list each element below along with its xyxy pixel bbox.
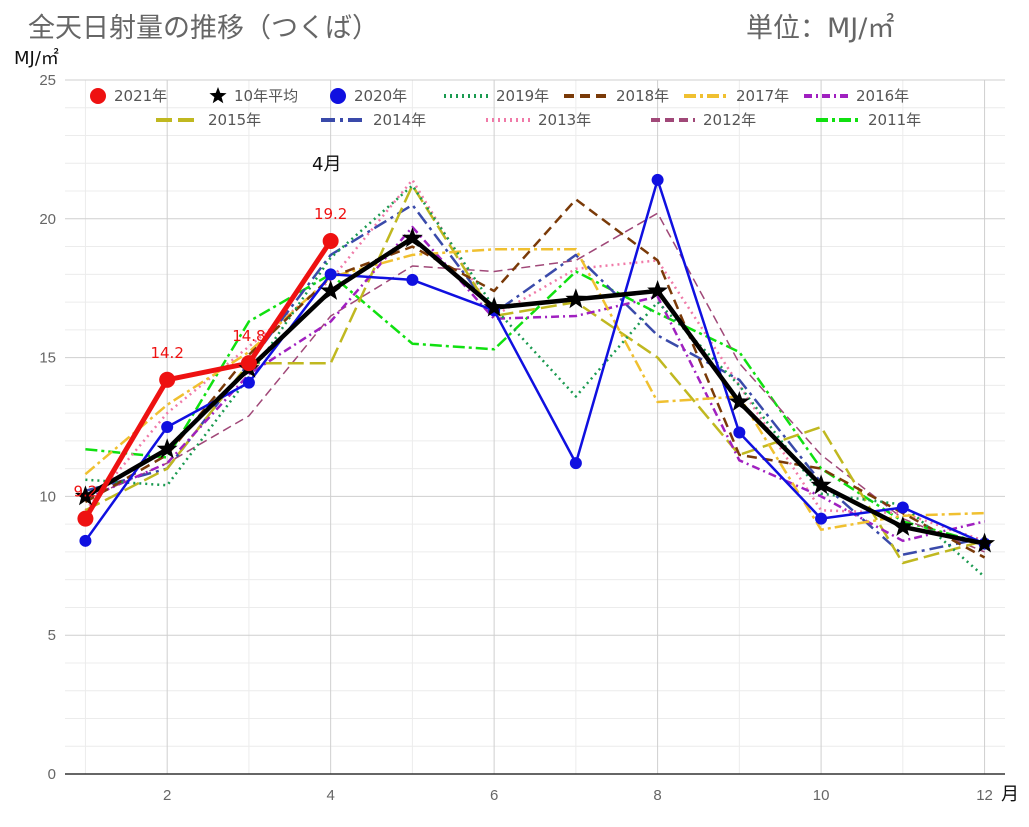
point-2020年-8 bbox=[651, 173, 664, 186]
series-line-2011年 bbox=[85, 270, 985, 545]
series-markers bbox=[74, 173, 996, 553]
legend-label: 2017年 bbox=[736, 87, 789, 105]
legend-label: 2018年 bbox=[616, 87, 669, 105]
point-2020年-2 bbox=[161, 421, 174, 433]
legend-label: 2012年 bbox=[703, 111, 756, 129]
series-line-2016年 bbox=[84, 225, 985, 543]
x-tick-label: 2 bbox=[163, 787, 171, 804]
legend-label: 2015年 bbox=[208, 111, 261, 129]
data-labels: 9.2 14.2 14.8 19.2 bbox=[74, 205, 348, 501]
point-10年平均-6 bbox=[483, 296, 505, 317]
legend-label: 2011年 bbox=[868, 111, 921, 129]
series-line-2013年 bbox=[84, 178, 986, 542]
point-2020年-11 bbox=[896, 501, 909, 514]
series-line-2020年 bbox=[84, 178, 986, 545]
legend-item-2014年[interactable]: 2014年 bbox=[321, 111, 426, 129]
legend-item-2017年[interactable]: 2017年 bbox=[684, 87, 789, 105]
legend-swatch bbox=[209, 87, 227, 104]
data-label-2: 14.2 bbox=[150, 344, 183, 362]
point-2021年-1 bbox=[77, 510, 94, 527]
point-10年平均-4 bbox=[320, 279, 342, 300]
point-2020年-10 bbox=[815, 512, 828, 525]
series-line-2018年 bbox=[84, 198, 986, 559]
point-2020年-3 bbox=[242, 376, 255, 389]
legend-item-2021年[interactable]: 2021年 bbox=[90, 87, 167, 105]
tick-labels: 0 5 10 15 20 25 2 4 6 8 10 12 bbox=[39, 72, 993, 804]
legend: 2021年 10年平均 2020年 2019年 2018年 2017年 2016年 2015年… bbox=[90, 87, 921, 129]
y-tick-label: 15 bbox=[39, 350, 56, 367]
point-10年平均-1 bbox=[74, 485, 96, 506]
legend-item-10年平均[interactable]: 10年平均 bbox=[209, 87, 298, 105]
point-2021年-2 bbox=[159, 371, 176, 388]
y-tick-label: 5 bbox=[48, 627, 56, 644]
legend-swatch bbox=[330, 88, 346, 104]
x-tick-label: 12 bbox=[976, 787, 993, 804]
y-tick-label: 0 bbox=[48, 766, 56, 783]
data-label-1: 9.2 bbox=[74, 483, 98, 501]
legend-item-2012年[interactable]: 2012年 bbox=[651, 111, 756, 129]
legend-item-2016年[interactable]: 2016年 bbox=[804, 87, 909, 105]
legend-label: 10年平均 bbox=[234, 87, 298, 105]
unit-label: 単位：MJ/㎡ bbox=[746, 13, 895, 44]
legend-label: 2016年 bbox=[856, 87, 909, 105]
legend-item-2011年[interactable]: 2011年 bbox=[816, 111, 921, 129]
point-10年平均-2 bbox=[156, 438, 178, 459]
annotation-april: 4月 bbox=[312, 154, 341, 175]
point-2020年-4 bbox=[324, 268, 337, 281]
minor-gridlines bbox=[65, 80, 1005, 774]
major-gridlines bbox=[65, 79, 1005, 774]
series-lines bbox=[83, 178, 986, 578]
point-2020年-7 bbox=[569, 457, 582, 470]
point-10年平均-5 bbox=[401, 227, 423, 248]
data-label-4: 19.2 bbox=[314, 205, 347, 223]
x-axis-title: 月 bbox=[1001, 784, 1019, 805]
legend-label: 2021年 bbox=[114, 87, 167, 105]
point-2021年-3 bbox=[240, 355, 257, 372]
point-2020年-5 bbox=[406, 273, 419, 286]
x-tick-label: 8 bbox=[653, 787, 661, 804]
y-tick-label: 20 bbox=[39, 211, 56, 228]
series-line-2012年 bbox=[85, 212, 985, 553]
point-10年平均-8 bbox=[647, 279, 669, 300]
legend-item-2015年[interactable]: 2015年 bbox=[156, 111, 261, 129]
point-2020年-9 bbox=[733, 426, 746, 439]
series-line-2021年 bbox=[83, 239, 333, 520]
x-tick-label: 10 bbox=[813, 787, 830, 804]
y-tick-label: 10 bbox=[39, 488, 56, 505]
series-line-2019年 bbox=[85, 184, 986, 578]
series-line-2017年 bbox=[84, 248, 985, 531]
legend-item-2019年[interactable]: 2019年 bbox=[444, 87, 549, 105]
legend-label: 2020年 bbox=[354, 87, 407, 105]
chart-title: 全天日射量の推移（つくば） bbox=[28, 13, 379, 44]
series-line-10年平均 bbox=[84, 235, 986, 546]
point-2020年-1 bbox=[79, 534, 92, 547]
legend-swatch bbox=[90, 88, 106, 104]
point-10年平均-12 bbox=[974, 532, 996, 553]
legend-item-2020年[interactable]: 2020年 bbox=[330, 87, 407, 105]
legend-item-2018年[interactable]: 2018年 bbox=[564, 87, 669, 105]
point-10年平均-11 bbox=[892, 515, 914, 536]
legend-label: 2014年 bbox=[373, 111, 426, 129]
legend-label: 2013年 bbox=[538, 111, 591, 129]
legend-item-2013年[interactable]: 2013年 bbox=[486, 111, 591, 129]
x-tick-label: 6 bbox=[490, 787, 498, 804]
point-10年平均-10 bbox=[810, 474, 832, 495]
data-label-3: 14.8 bbox=[232, 327, 265, 345]
legend-label: 2019年 bbox=[496, 87, 549, 105]
y-axis-title: MJ/㎡ bbox=[14, 47, 59, 69]
x-tick-label: 4 bbox=[326, 787, 334, 804]
point-10年平均-9 bbox=[728, 391, 750, 411]
point-10年平均-7 bbox=[565, 288, 587, 309]
point-2021年-4 bbox=[322, 233, 339, 250]
y-tick-label: 25 bbox=[39, 72, 56, 89]
